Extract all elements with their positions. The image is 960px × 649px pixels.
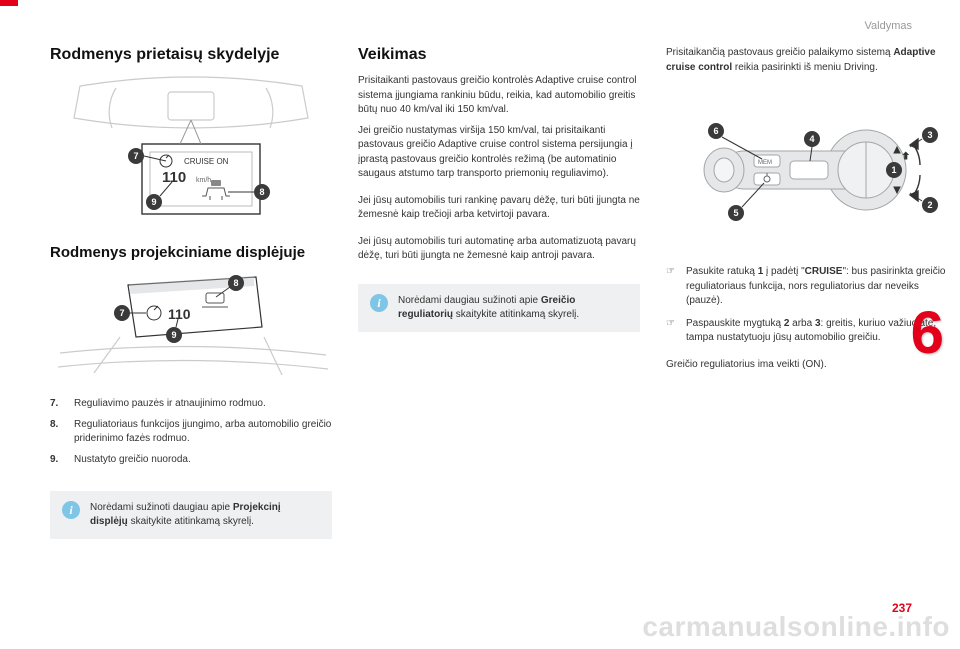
- page: Valdymas Rodmenys prietaisų skydelyje: [0, 0, 960, 649]
- col1-heading: Rodmenys prietaisų skydelyje: [50, 46, 332, 64]
- col2-p1: Prisitaikanti pastovaus greičio kontrolė…: [358, 74, 640, 118]
- legend-text: Nustatyto greičio nuoroda.: [74, 453, 191, 468]
- legend-item: 7. Reguliavimo pauzės ir atnaujinimo rodm…: [50, 397, 332, 412]
- callout-9: 9: [151, 197, 156, 207]
- col3-final: Greičio reguliatorius ima veikti (ON).: [666, 358, 948, 373]
- category-label: Valdymas: [865, 20, 912, 32]
- bullet-icon: ☞: [666, 265, 678, 309]
- fig-hud: 110 7 8 9: [50, 269, 332, 379]
- col-2: Veikimas Prisitaikanti pastovaus greičio…: [358, 46, 640, 539]
- legend-num: 8.: [50, 418, 66, 447]
- instruction-list: ☞ Pasukite ratuką 1 į padėtį "CRUISE": b…: [666, 265, 948, 354]
- watermark: carmanualsonline.info: [642, 611, 950, 643]
- cruise-speed-unit: km/h: [196, 177, 211, 184]
- legend-list: 7. Reguliavimo pauzės ir atnaujinimo rodm…: [50, 397, 332, 473]
- instruction-item: ☞ Paspauskite mygtuką 2 arba 3: greitis,…: [666, 317, 948, 346]
- red-accent-tab: [0, 0, 18, 6]
- info-icon: i: [370, 294, 388, 312]
- callout-8: 8: [259, 187, 264, 197]
- svg-text:MEM: MEM: [758, 160, 772, 166]
- hud-callout-8: 8: [233, 278, 238, 288]
- legend-num: 9.: [50, 453, 66, 468]
- hud-speed-value: 110: [168, 306, 191, 322]
- cruise-speed-value: 110: [162, 169, 186, 186]
- fig-stalk-control: MEM ⬆: [666, 95, 948, 245]
- stalk-callout-4: 4: [809, 134, 814, 144]
- legend-item: 8. Reguliatoriaus funkcijos įjungimo, arb…: [50, 418, 332, 447]
- legend-item: 9. Nustatyto greičio nuoroda.: [50, 453, 332, 468]
- stalk-callout-3: 3: [927, 130, 932, 140]
- bullet-icon: ☞: [666, 317, 678, 346]
- col2-heading: Veikimas: [358, 46, 640, 64]
- legend-text: Reguliavimo pauzės ir atnaujinimo rodmuo…: [74, 397, 266, 412]
- col2-p4: Jei jūsų automobilis turi automatinę arb…: [358, 235, 640, 264]
- col1-subheading: Rodmenys projekciniame displėjuje: [50, 244, 332, 261]
- cruise-on-label: CRUISE ON: [184, 157, 229, 166]
- svg-text:⬆: ⬆: [902, 151, 910, 161]
- callout-7: 7: [133, 151, 138, 161]
- instruction-text: Pasukite ratuką 1 į padėtį "CRUISE": bus…: [686, 265, 948, 309]
- instruction-text: Paspauskite mygtuką 2 arba 3: greitis, k…: [686, 317, 948, 346]
- info-text: Norėdami sužinoti daugiau apie Projekcin…: [90, 501, 320, 529]
- chapter-number: 6: [911, 298, 944, 367]
- info-box-cruise: i Norėdami daugiau sužinoti apie Greičio…: [358, 284, 640, 332]
- stalk-callout-6: 6: [713, 126, 718, 136]
- legend-num: 7.: [50, 397, 66, 412]
- hud-callout-9: 9: [171, 330, 176, 340]
- col3-intro: Prisitaikančią pastovaus greičio palaiky…: [666, 46, 948, 75]
- col-1: Rodmenys prietaisų skydelyje: [50, 46, 332, 539]
- col-3: Prisitaikančią pastovaus greičio palaiky…: [666, 46, 948, 539]
- info-text: Norėdami daugiau sužinoti apie Greičio r…: [398, 294, 628, 322]
- info-icon: i: [62, 501, 80, 519]
- fig-dashboard-cluster: CRUISE ON 110 km/h 7: [50, 74, 332, 224]
- stalk-callout-1: 1: [891, 165, 896, 175]
- instruction-item: ☞ Pasukite ratuką 1 į padėtį "CRUISE": b…: [666, 265, 948, 309]
- col2-p3: Jei jūsų automobilis turi rankinę pavarų…: [358, 194, 640, 223]
- info-box-hud: i Norėdami sužinoti daugiau apie Projekc…: [50, 491, 332, 539]
- hud-callout-7: 7: [119, 308, 124, 318]
- stalk-callout-5: 5: [733, 208, 738, 218]
- legend-text: Reguliatoriaus funkcijos įjungimo, arba …: [74, 418, 332, 447]
- stalk-callout-2: 2: [927, 200, 932, 210]
- columns: Rodmenys prietaisų skydelyje: [50, 46, 920, 539]
- col2-p2: Jei greičio nustatymas viršija 150 km/va…: [358, 124, 640, 182]
